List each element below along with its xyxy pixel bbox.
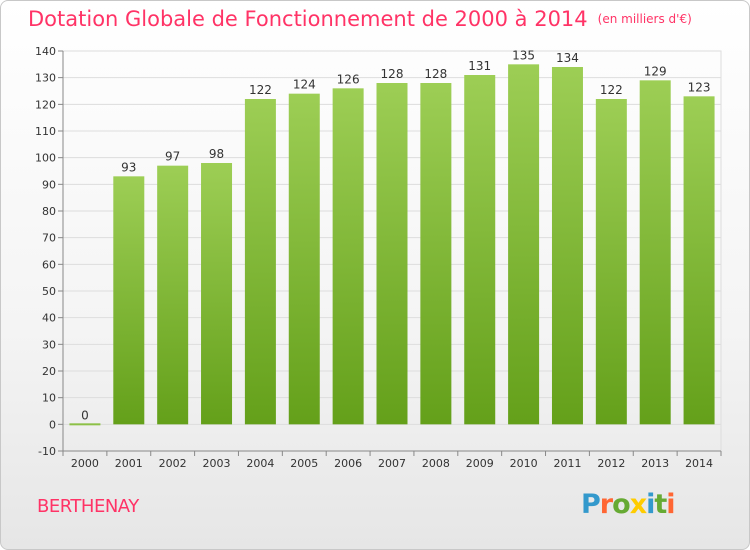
bar xyxy=(69,423,101,426)
bar xyxy=(639,80,671,425)
bar-value-label: 128 xyxy=(424,67,447,81)
y-tick-label: 60 xyxy=(42,258,56,271)
y-tick-label: 110 xyxy=(35,125,56,138)
y-tick-label: 100 xyxy=(35,152,56,165)
bar xyxy=(376,83,408,425)
x-axis: 2000 2001 2002 2003 2004 2005 2006 2007 2008 2009… xyxy=(62,450,722,470)
logo-letter: t xyxy=(654,489,667,520)
logo-letter: r xyxy=(599,489,613,520)
y-axis: -10 0 10 20 30 40 50 60 70 80 90 100 110 120 130 140 xyxy=(35,45,64,458)
bar-value-label: 128 xyxy=(381,67,404,81)
commune-name: BERTHENAY xyxy=(37,496,139,517)
bar xyxy=(332,88,364,425)
y-tick-label: 0 xyxy=(49,418,56,431)
bar xyxy=(464,75,496,425)
bar xyxy=(683,96,715,425)
x-tick-label: 2013 xyxy=(641,457,669,470)
y-tick-label: 80 xyxy=(42,205,56,218)
x-tick-label: 2008 xyxy=(422,457,450,470)
logo-letter: i xyxy=(666,489,675,520)
bar-value-label: 98 xyxy=(209,147,224,161)
bar-value-label: 124 xyxy=(293,78,316,92)
logo-letter: o xyxy=(612,489,631,520)
x-tick-label: 2000 xyxy=(71,457,99,470)
bar-value-label: 134 xyxy=(556,51,579,65)
x-tick-label: 2006 xyxy=(334,457,362,470)
x-tick-label: 2012 xyxy=(597,457,625,470)
y-tick-label: 70 xyxy=(42,232,56,245)
y-tick-label: 30 xyxy=(42,338,56,351)
x-tick-label: 2004 xyxy=(246,457,274,470)
bar xyxy=(551,67,583,425)
bar-value-label: 129 xyxy=(644,64,667,78)
y-tick-label: 10 xyxy=(42,392,56,405)
y-tick-label: 40 xyxy=(42,312,56,325)
bar-value-label: 131 xyxy=(468,59,491,73)
y-tick-label: 50 xyxy=(42,285,56,298)
bar-value-label: 122 xyxy=(600,83,623,97)
bar xyxy=(508,64,540,425)
x-tick-label: 2011 xyxy=(553,457,581,470)
x-tick-label: 2005 xyxy=(290,457,318,470)
bar-value-label: 122 xyxy=(249,83,272,97)
x-tick-label: 2014 xyxy=(685,457,713,470)
x-tick-label: 2002 xyxy=(159,457,187,470)
bar xyxy=(244,99,276,425)
x-tick-label: 2003 xyxy=(203,457,231,470)
bar xyxy=(113,176,145,425)
x-tick-label: 2009 xyxy=(466,457,494,470)
bar xyxy=(595,99,627,425)
bar xyxy=(201,163,233,425)
x-tick-label: 2007 xyxy=(378,457,406,470)
bars: 0 93 97 98 122 124 126 128 128 131 135 134 122 129 123 xyxy=(69,48,715,426)
bar-value-label: 123 xyxy=(688,80,711,94)
logo-letter: x xyxy=(629,489,647,520)
chart-subtitle: (en milliers d'€) xyxy=(597,12,692,26)
bar-value-label: 97 xyxy=(165,150,180,164)
logo-letter: i xyxy=(646,489,655,520)
bar-value-label: 0 xyxy=(81,408,89,422)
y-tick-label: 120 xyxy=(35,98,56,111)
bar-value-label: 93 xyxy=(121,160,136,174)
y-tick-label: 130 xyxy=(35,72,56,85)
bar xyxy=(157,165,189,425)
chart-title: Dotation Globale de Fonctionnement de 20… xyxy=(28,7,692,31)
proxiti-logo: Proxiti xyxy=(581,489,676,520)
y-tick-label: -10 xyxy=(38,445,56,458)
bar xyxy=(420,83,452,425)
bar xyxy=(288,93,320,425)
y-tick-label: 20 xyxy=(42,365,56,378)
x-tick-label: 2010 xyxy=(510,457,538,470)
y-tick-label: 90 xyxy=(42,178,56,191)
x-tick-label: 2001 xyxy=(115,457,143,470)
logo-letter: P xyxy=(581,489,601,520)
bar-value-label: 126 xyxy=(337,72,360,86)
y-tick-label: 140 xyxy=(35,45,56,58)
bar-value-label: 135 xyxy=(512,48,535,62)
